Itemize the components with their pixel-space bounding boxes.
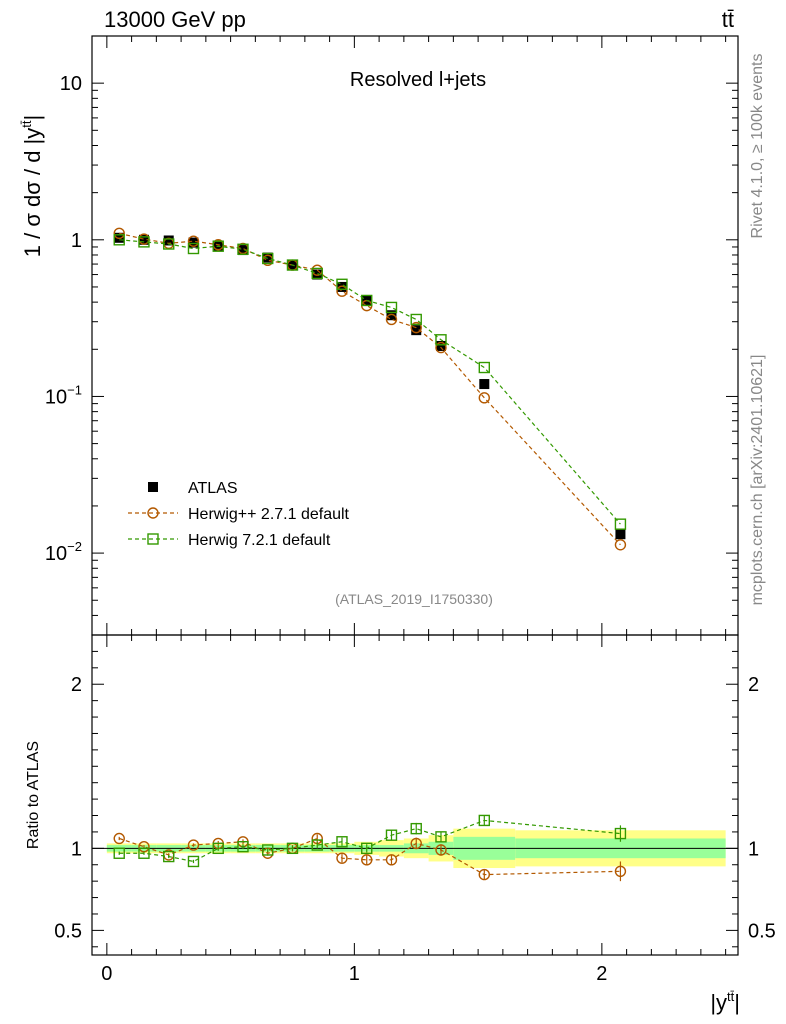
herwig-2-7-1-default-ratio-point (614, 865, 627, 878)
atlas-point (163, 235, 174, 246)
herwig-2-7-1-default-ratio-point (410, 837, 422, 850)
ratio-y-axis-label: Ratio to ATLAS (25, 741, 42, 849)
main-series-layer (113, 227, 627, 551)
herwig-7-2-1-default-ratio-point (113, 847, 125, 859)
herwig-7-2-1-default-line (119, 239, 621, 525)
herwig-7-2-1-default-ratio-point (262, 844, 274, 856)
herwig-7-2-1-default-ratio-point (163, 850, 175, 863)
herwig-7-2-1-default-point (237, 243, 249, 255)
herwig-7-2-1-default-ratio-point (138, 847, 150, 859)
atlas-point (237, 245, 248, 256)
ratio-y-tick-label-right: 0.5 (748, 920, 776, 942)
main-y-tick-label: 1 (71, 230, 82, 252)
atlas-point (262, 252, 273, 263)
herwig-2-7-1-default-ratio-point (187, 839, 200, 851)
analysis-tag: (ATLAS_2019_I1750330) (335, 591, 493, 607)
herwig-2-7-1-default-point (614, 539, 627, 551)
atlas-point (138, 234, 149, 245)
herwig-7-2-1-default-point (361, 294, 373, 307)
herwig-7-2-1-default-ratio-point (336, 836, 348, 848)
energy-label: 13000 GeV pp (104, 7, 246, 32)
herwig-2-7-1-default-point (478, 392, 491, 404)
herwig-2-7-1-default-point (435, 341, 447, 354)
herwig-7-2-1-default-ratio-point (286, 842, 299, 855)
atlas-point (479, 379, 490, 390)
ratio-plot-frame (91, 634, 739, 956)
ratio-y-tick-label-right: 1 (748, 838, 759, 860)
herwig-7-2-1-default-point (385, 301, 398, 314)
atlas-point (435, 340, 446, 351)
x-tick-label: 1 (349, 963, 360, 985)
ratio-y-tick-label-left: 2 (71, 674, 82, 696)
process-label: tt̄ (722, 7, 734, 32)
atlas-point (386, 310, 397, 321)
herwig-7-2-1-default-ratio-point (361, 842, 373, 855)
herwig-7-2-1-default-ratio-point (237, 840, 249, 853)
ratio-y-tick-label-left: 1 (71, 838, 82, 860)
ratio-series-layer (113, 814, 627, 882)
herwig-7-2-1-default-point (163, 238, 175, 250)
herwig-7-2-1-default-point (286, 259, 299, 271)
herwig-7-2-1-default-point (336, 278, 348, 290)
herwig-2-7-1-default-point (385, 313, 398, 326)
main-y-tick-label: 10−2 (45, 539, 82, 565)
herwig-2-7-1-default-ratio-point (435, 844, 447, 856)
herwig-7-2-1-default-point (410, 313, 422, 326)
legend-label-atlas: ATLAS (188, 480, 238, 497)
herwig-7-2-1-default-ratio-point (385, 829, 398, 841)
herwig-7-2-1-default-point (478, 361, 491, 374)
herwig-2-7-1-default-ratio-point (336, 852, 348, 864)
main-y-tick-label: 10−1 (45, 382, 82, 408)
herwig-2-7-1-default-ratio-point (385, 854, 398, 866)
herwig-7-2-1-default-point (614, 518, 627, 530)
legend-label-herwig-2-7-1-default: Herwig++ 2.7.1 default (188, 506, 350, 523)
atlas-point (336, 281, 347, 292)
herwig-7-2-1-default-ratio-point (187, 855, 200, 868)
atlas-point (213, 240, 224, 251)
ratio-y-tick-label-right: 2 (748, 674, 759, 696)
main-y-axis-label: 1 / σ dσ / d |ytt̄| (19, 115, 45, 257)
herwig-7-2-1-default-ratio-point (212, 842, 224, 855)
herwig-2-7-1-default-ratio-point (113, 832, 125, 845)
rivet-version-label: Rivet 4.1.0, ≥ 100k events (749, 54, 766, 239)
legend: ATLAS Herwig++ 2.7.1 default Herwig 7.2.1 … (128, 480, 350, 549)
herwig-2-7-1-default-ratio-line (119, 837, 621, 876)
atlas-point (411, 325, 422, 336)
herwig-7-2-1-default-ratio-line (119, 819, 621, 863)
herwig-2-7-1-default-point (410, 321, 422, 334)
herwig-2-7-1-default-point (187, 235, 200, 247)
legend-marker-atlas (148, 482, 158, 492)
herwig-7-2-1-default-ratio-point (311, 839, 323, 851)
main-y-tick-label: 10 (60, 73, 82, 95)
atlas-point (615, 529, 626, 540)
herwig-7-2-1-default-point (435, 334, 447, 346)
herwig-7-2-1-default-ratio-point (478, 814, 491, 827)
herwig-7-2-1-default-point (187, 242, 200, 255)
x-axis-label: |ytt̄| (710, 989, 740, 1015)
chart-title: Resolved l+jets (350, 69, 486, 91)
herwig-2-7-1-default-ratio-point (478, 868, 491, 881)
herwig-7-2-1-default-ratio-point (435, 831, 447, 843)
legend-marker-herwig-2-7-1-default (147, 507, 159, 519)
mcplots-label: mcplots.cern.ch [arXiv:2401.10621] (749, 355, 766, 606)
herwig-2-7-1-default-point (336, 285, 348, 297)
herwig-7-2-1-default-point (262, 252, 274, 265)
legend-marker-herwig-7-2-1-default (147, 533, 159, 545)
legend-label-herwig-7-2-1-default: Herwig 7.2.1 default (188, 532, 331, 549)
herwig-2-7-1-default-point (113, 227, 125, 240)
herwig-7-2-1-default-point (311, 267, 323, 280)
atlas-point (188, 237, 199, 248)
ratio-y-tick-label-left: 0.5 (54, 920, 82, 942)
herwig-2-7-1-default-line (119, 232, 621, 546)
herwig-7-2-1-default-point (212, 240, 224, 252)
herwig-2-7-1-default-ratio-point (361, 854, 373, 866)
herwig-7-2-1-default-point (138, 236, 150, 248)
axes-layer: 0 1 2 10 1 10−1 10−2 0.5 0.5 1 1 2 2 (45, 35, 776, 985)
x-tick-label: 0 (101, 963, 112, 985)
x-tick-label: 2 (596, 963, 607, 985)
herwig-7-2-1-default-ratio-point (410, 822, 422, 835)
herwig-7-2-1-default-ratio-point (614, 827, 627, 840)
herwig-7-2-1-default-point (113, 234, 125, 246)
